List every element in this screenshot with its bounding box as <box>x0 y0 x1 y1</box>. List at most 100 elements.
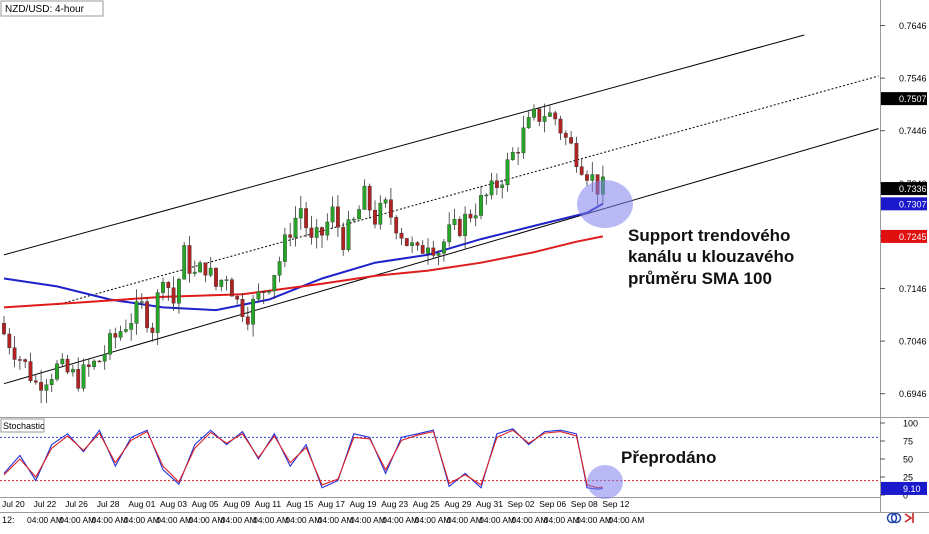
channel-upper-line <box>3 34 805 256</box>
footer-time-label: 04:00 AM <box>59 515 95 525</box>
candle-body <box>145 301 149 329</box>
support-annotation-line-1: Support trendového <box>628 226 790 245</box>
candle-body <box>134 301 139 324</box>
stoch-axis-ticks: 100 75 50 25 0 <box>880 419 918 501</box>
stoch-badge <box>881 481 927 495</box>
candle-body <box>426 247 430 254</box>
candle-body <box>214 267 218 287</box>
footer-time-label: 04:00 AM <box>124 515 160 525</box>
candle-body <box>346 219 351 250</box>
candle-body <box>182 245 187 280</box>
candle-body <box>399 232 404 239</box>
candle-body <box>203 262 208 276</box>
time-axis-label: Jul 20 <box>2 499 25 509</box>
time-axis-label: Aug 31 <box>476 499 503 509</box>
indicator-label: Stochastic <box>3 421 45 431</box>
footer-time-label: 04:00 AM <box>27 515 63 525</box>
scroll-to-end-icon[interactable] <box>904 513 914 523</box>
stoch-tick-label: 0 <box>903 491 908 501</box>
stochastic-lines <box>3 428 603 490</box>
candle-body <box>473 215 478 219</box>
candle-body <box>92 360 97 367</box>
time-axis-label: Sep 08 <box>571 499 598 509</box>
footer-time-label: 04:00 AM <box>576 515 612 525</box>
candle-body <box>431 247 436 256</box>
price-tick-label: 0.6946 <box>899 389 927 399</box>
oversold-highlight-circle <box>587 465 623 499</box>
candle-body <box>150 327 155 333</box>
candle-body <box>219 279 224 287</box>
candle-body <box>516 152 521 154</box>
candle-body <box>526 117 531 129</box>
candle-body <box>23 359 28 362</box>
price-badge-label: 0.7307 <box>899 199 927 209</box>
candle-body <box>468 213 473 219</box>
candle-body <box>563 132 568 138</box>
candle-body <box>129 323 134 330</box>
candle-body <box>415 242 420 246</box>
time-axis-label: Aug 09 <box>223 499 250 509</box>
candle-body <box>272 275 277 292</box>
footer-time-label: 04:00 AM <box>253 515 289 525</box>
candle-body <box>542 116 547 122</box>
candle-body <box>314 227 319 238</box>
candle-body <box>336 206 340 228</box>
candle-body <box>579 166 584 175</box>
candle-body <box>590 174 595 181</box>
candle-body <box>394 217 399 234</box>
time-axis-label: Aug 19 <box>350 499 377 509</box>
candle-body <box>548 112 552 117</box>
candle-body <box>457 219 462 236</box>
candle-body <box>81 364 86 389</box>
candle-body <box>18 359 22 361</box>
price-badge-label: 0.7245 <box>899 232 927 242</box>
candle-body <box>70 369 75 373</box>
price-badge <box>881 182 927 196</box>
candle-body <box>447 224 452 243</box>
candle-body <box>309 227 314 238</box>
footer-time-label: 04:00 AM <box>544 515 580 525</box>
candle-body <box>436 253 441 256</box>
candle-body <box>2 323 6 335</box>
candle-body <box>171 287 176 304</box>
footer-time-label: 04:00 AM <box>382 515 418 525</box>
footer-time-label: 04:00 AM <box>479 515 515 525</box>
candle-body <box>235 296 240 300</box>
price-tick-label: 0.7046 <box>899 337 927 347</box>
time-axis-label: Sep 02 <box>508 499 535 509</box>
time-axis-label: Aug 03 <box>160 499 187 509</box>
footer-left-label: 12: <box>2 515 15 525</box>
candle-body <box>76 369 81 389</box>
candle-body <box>404 238 409 246</box>
footer-time-label: 04:00 AM <box>221 515 257 525</box>
candle-body <box>357 209 361 220</box>
candle-body <box>383 199 388 204</box>
candle-body <box>224 279 229 281</box>
stoch-tick-label: 50 <box>903 455 913 465</box>
candle-body <box>489 180 494 196</box>
price-badges: 0.7507 0.7336 0.7307 0.7245 9.10 <box>881 92 927 495</box>
candle-body <box>553 112 558 120</box>
candle-body <box>341 227 346 250</box>
price-tick-label: 0.7146 <box>899 284 927 294</box>
candle-body <box>495 180 499 188</box>
candle-body <box>86 364 91 367</box>
candle-body <box>500 184 505 188</box>
candle-body <box>261 291 266 293</box>
candle-body <box>44 384 49 391</box>
stoch-tick-label: 25 <box>903 473 913 483</box>
footer-time-label: 04:00 AM <box>285 515 321 525</box>
footer-time-label: 04:00 AM <box>608 515 644 525</box>
candle-body <box>240 299 245 317</box>
candle-body <box>420 245 425 254</box>
time-axis-label: Aug 05 <box>192 499 219 509</box>
candle-body <box>176 279 181 304</box>
price-tick-label: 0.7646 <box>899 21 927 31</box>
candle-body <box>410 242 414 246</box>
footer-time-label: 04:00 AM <box>318 515 354 525</box>
sync-icon[interactable] <box>886 512 902 524</box>
candle-body <box>139 301 144 303</box>
candle-body <box>484 194 489 197</box>
stoch-level-lines <box>0 436 880 482</box>
